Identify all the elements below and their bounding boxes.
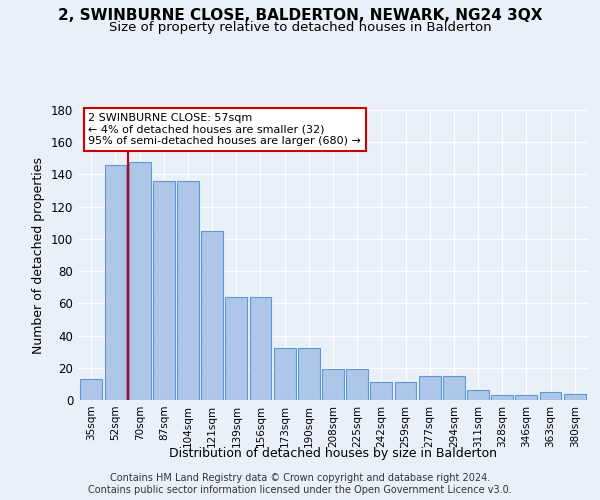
Bar <box>250 297 271 400</box>
Bar <box>298 348 320 400</box>
Bar <box>539 392 562 400</box>
Bar <box>274 348 296 400</box>
Y-axis label: Number of detached properties: Number of detached properties <box>32 156 45 354</box>
Bar <box>153 181 175 400</box>
Bar <box>515 395 537 400</box>
Bar <box>491 395 513 400</box>
Bar <box>467 390 489 400</box>
Bar <box>443 376 465 400</box>
Bar <box>346 370 368 400</box>
Text: Size of property relative to detached houses in Balderton: Size of property relative to detached ho… <box>109 21 491 34</box>
Text: Contains HM Land Registry data © Crown copyright and database right 2024.
Contai: Contains HM Land Registry data © Crown c… <box>88 474 512 495</box>
Bar <box>129 162 151 400</box>
Text: Distribution of detached houses by size in Balderton: Distribution of detached houses by size … <box>169 448 497 460</box>
Bar <box>226 297 247 400</box>
Bar <box>177 181 199 400</box>
Bar <box>564 394 586 400</box>
Bar <box>322 370 344 400</box>
Bar <box>80 379 102 400</box>
Bar <box>370 382 392 400</box>
Text: 2, SWINBURNE CLOSE, BALDERTON, NEWARK, NG24 3QX: 2, SWINBURNE CLOSE, BALDERTON, NEWARK, N… <box>58 8 542 22</box>
Bar <box>419 376 440 400</box>
Bar <box>104 165 127 400</box>
Bar <box>201 231 223 400</box>
Bar <box>395 382 416 400</box>
Text: 2 SWINBURNE CLOSE: 57sqm
← 4% of detached houses are smaller (32)
95% of semi-de: 2 SWINBURNE CLOSE: 57sqm ← 4% of detache… <box>88 113 361 146</box>
